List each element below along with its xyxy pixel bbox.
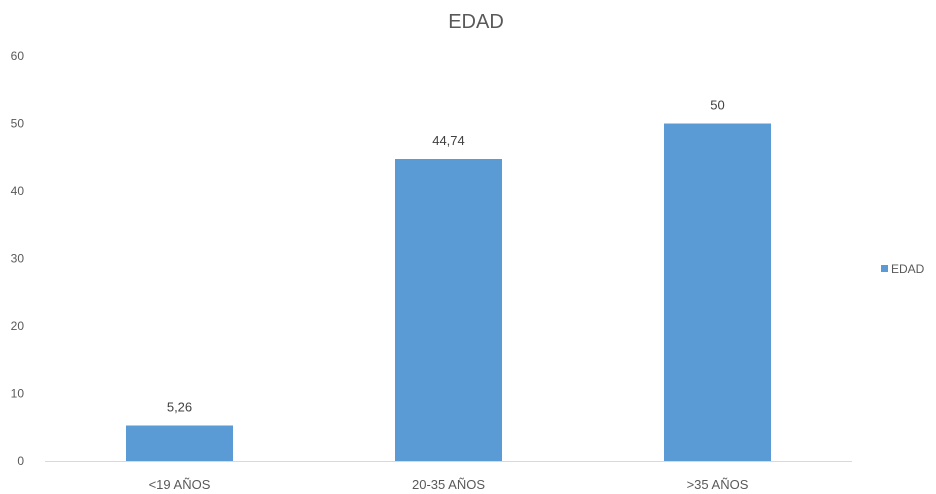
y-tick-label: 20 [11,319,25,333]
y-axis-ticks: 0 10 20 30 40 50 60 [11,49,25,468]
bar [395,159,502,461]
data-labels: 5,26 44,74 50 [167,98,725,415]
category-label: <19 AÑOS [149,477,211,492]
category-label: 20-35 AÑOS [412,477,485,492]
legend-swatch [881,265,888,272]
y-tick-label: 0 [17,454,24,468]
y-tick-label: 30 [11,252,25,266]
bar [664,123,771,461]
y-tick-label: 40 [11,184,25,198]
bar [126,425,233,461]
y-tick-label: 10 [11,387,25,401]
data-label: 50 [710,98,724,113]
data-label: 44,74 [432,133,465,148]
category-label: >35 AÑOS [687,477,749,492]
bars [126,123,771,461]
x-axis-category-labels: <19 AÑOS 20-35 AÑOS >35 AÑOS [149,477,749,492]
chart-title: EDAD [448,11,504,33]
y-tick-label: 60 [11,49,25,63]
data-label: 5,26 [167,399,192,414]
legend: EDAD [881,262,925,276]
y-tick-label: 50 [11,117,25,131]
legend-label: EDAD [891,262,925,276]
